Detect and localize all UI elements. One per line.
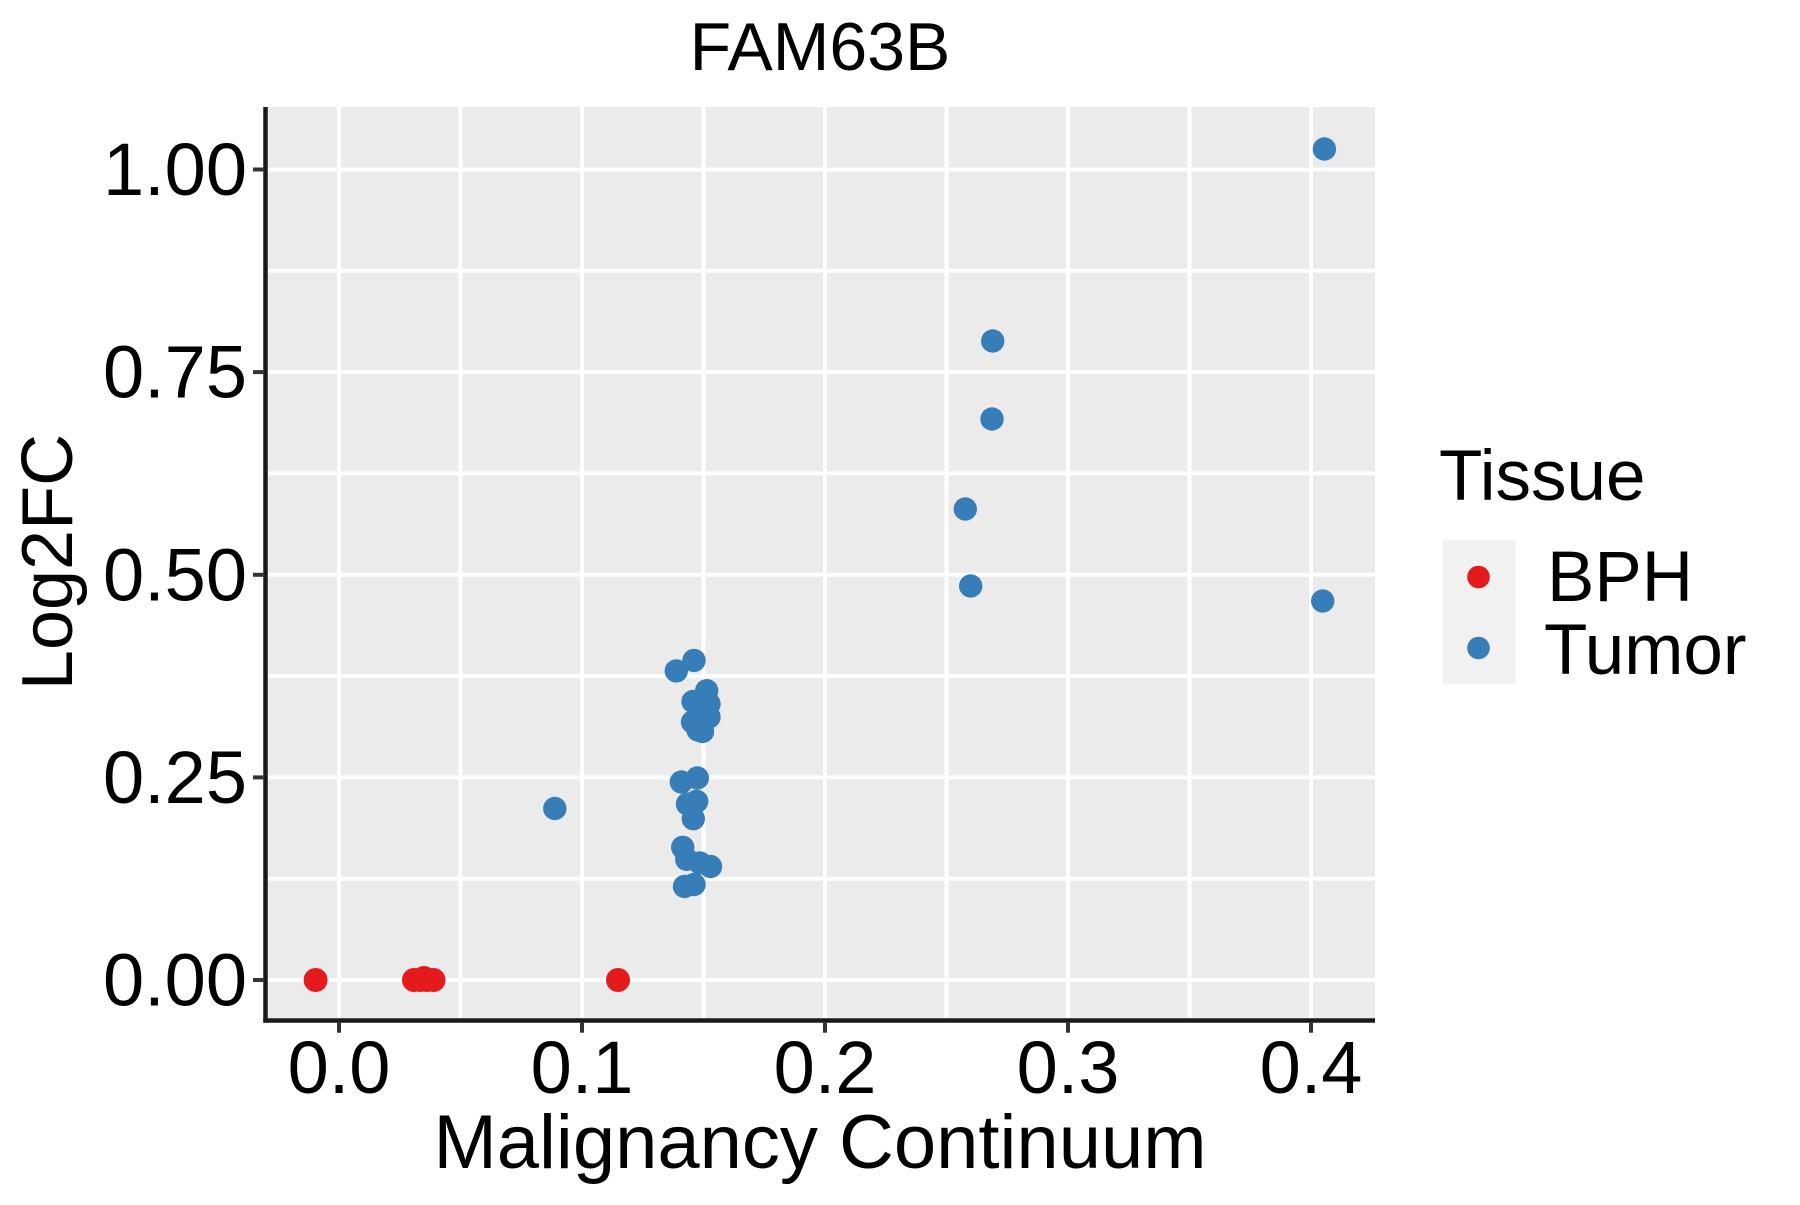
- svg-text:0.2: 0.2: [774, 1026, 877, 1109]
- svg-text:Log2FC: Log2FC: [8, 434, 88, 690]
- svg-text:0.4: 0.4: [1260, 1026, 1363, 1109]
- svg-text:0.25: 0.25: [103, 736, 247, 819]
- svg-text:FAM63B: FAM63B: [690, 9, 951, 85]
- svg-text:0.00: 0.00: [103, 939, 247, 1022]
- svg-text:Tumor: Tumor: [1544, 611, 1747, 690]
- svg-text:0.50: 0.50: [103, 533, 247, 616]
- svg-text:Malignancy Continuum: Malignancy Continuum: [433, 1100, 1206, 1185]
- svg-text:0.0: 0.0: [288, 1026, 391, 1109]
- svg-text:0.1: 0.1: [531, 1026, 634, 1109]
- svg-text:Tissue: Tissue: [1439, 437, 1645, 516]
- svg-text:1.00: 1.00: [103, 128, 247, 211]
- svg-text:0.75: 0.75: [103, 331, 247, 414]
- svg-text:0.3: 0.3: [1017, 1026, 1120, 1109]
- svg-text:BPH: BPH: [1547, 538, 1693, 617]
